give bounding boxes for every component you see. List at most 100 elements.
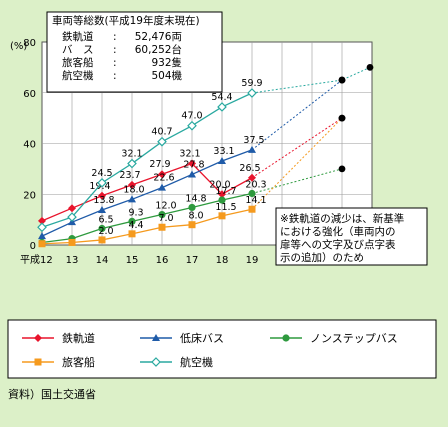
- summary-label: 航空機: [62, 69, 94, 82]
- non-step-bus-point: [248, 189, 256, 198]
- aircraft-data-label: 24.5: [91, 168, 112, 179]
- ship-data-label: 14.1: [245, 195, 266, 206]
- aircraft-point: [217, 102, 227, 112]
- x-tick-label: 18: [216, 255, 229, 266]
- x-tick-label: 13: [66, 255, 79, 266]
- legend-box: [7, 319, 437, 379]
- non-step-bus-point: [218, 196, 226, 204]
- note-text: における強化（車両内の: [280, 225, 396, 238]
- rail-data-label: 27.9: [149, 159, 170, 170]
- non-step-bus-point: [128, 217, 136, 226]
- non-step-bus-data-label: 20.3: [245, 179, 266, 190]
- summary-value: 52,476両: [135, 31, 182, 43]
- rail-point: [98, 191, 106, 200]
- non-step-bus-data-label: 12.0: [155, 201, 176, 212]
- aircraft-target-point: [338, 76, 346, 84]
- y-tick-label: 40: [23, 140, 36, 151]
- ship-data-label: 8.0: [188, 211, 203, 222]
- aircraft-point: [127, 158, 137, 169]
- ship-point: [98, 236, 106, 244]
- low-floor-bus-point: [128, 195, 136, 203]
- ship-point: [128, 230, 136, 238]
- ship-point: [218, 212, 226, 220]
- low-floor-bus-data-label: 27.8: [183, 159, 204, 170]
- ship-target-point: [338, 114, 346, 122]
- rail-point: [128, 180, 136, 189]
- note-text: 扉等への文字及び点字表: [280, 238, 396, 251]
- rail-data-label: 32.1: [179, 149, 200, 160]
- non-step-bus-target-line: [251, 168, 343, 194]
- ship-point: [38, 240, 46, 248]
- low-floor-bus-point: [98, 205, 106, 213]
- x-tick-label: 15: [126, 255, 139, 266]
- rail-data-label: 20.0: [209, 179, 230, 190]
- aircraft-data-label: 54.4: [211, 92, 232, 103]
- x-tick-label: 17: [186, 255, 199, 266]
- legend-label: 鉄軌道: [62, 331, 95, 345]
- aircraft-point: [67, 212, 77, 222]
- ship-data-label: 4.4: [128, 220, 143, 231]
- ship-point: [68, 238, 76, 246]
- low-floor-bus-line: [41, 149, 253, 237]
- summary-sep: :: [113, 44, 117, 56]
- ship-data-label: 11.5: [215, 202, 236, 213]
- legend-label: ノンステップバス: [310, 332, 398, 345]
- summary-value: 504機: [151, 69, 182, 82]
- aircraft-point: [157, 136, 167, 147]
- low-floor-bus-point: [38, 232, 46, 240]
- summary-label: 旅客船: [62, 56, 94, 69]
- aircraft-point: [97, 177, 107, 188]
- non-step-bus-point: [158, 210, 166, 219]
- aircraft-point: [187, 120, 197, 131]
- aircraft-data-label: 47.0: [181, 111, 202, 122]
- rail-target-line: [251, 117, 343, 179]
- ship-target-line: [251, 117, 343, 210]
- legend-marker: [151, 357, 161, 367]
- ship-point: [158, 223, 166, 231]
- aircraft-point: [247, 88, 257, 98]
- low-floor-bus-point: [218, 157, 226, 165]
- y-tick-label: 60: [23, 89, 36, 100]
- aircraft-data-label: 32.1: [121, 149, 142, 160]
- low-floor-bus-point: [188, 170, 196, 178]
- low-floor-bus-point: [158, 183, 166, 191]
- source-note: 資料）国土交通省: [8, 388, 96, 401]
- y-tick-label: 0: [30, 241, 36, 252]
- summary-value: 932隻: [151, 56, 182, 69]
- rail-point: [68, 204, 76, 213]
- low-floor-bus-data-label: 13.8: [93, 195, 114, 206]
- x-tick-label: 平成12: [20, 254, 53, 266]
- legend-label: 航空機: [180, 355, 213, 369]
- summary-sep: :: [113, 57, 117, 69]
- rail-point: [248, 173, 256, 182]
- y-tick-label: 20: [23, 190, 36, 201]
- non-step-bus-data-label: 9.3: [128, 207, 143, 218]
- legend-marker: [282, 334, 290, 342]
- summary-label: 鉄軌道: [62, 30, 94, 43]
- rail-line: [41, 162, 253, 222]
- x-tick-label: 16: [156, 255, 169, 266]
- rail-data-label: 26.5: [239, 163, 260, 174]
- non-step-bus-target-point: [338, 165, 346, 173]
- legend-marker: [34, 334, 42, 342]
- legend-marker: [152, 334, 160, 341]
- ship-data-label: 2.0: [98, 226, 113, 237]
- ship-line: [41, 208, 253, 245]
- summary-value: 60,252台: [135, 43, 182, 56]
- note-text: ※鉄軌道の減少は、新基準: [280, 212, 404, 225]
- low-floor-bus-target-line: [251, 79, 343, 151]
- y-axis-label: (%): [10, 41, 27, 52]
- x-tick-label: 14: [96, 255, 109, 266]
- rail-point: [158, 170, 166, 179]
- aircraft-target-point: [366, 63, 374, 71]
- rail-data-label: 19.4: [89, 181, 110, 192]
- legend-label: 低床バス: [180, 331, 224, 345]
- summary-sep: :: [113, 31, 117, 43]
- non-step-bus-point: [98, 224, 106, 233]
- non-step-bus-line: [41, 192, 253, 244]
- summary-box: [46, 11, 223, 93]
- non-step-bus-data-label: 6.5: [98, 215, 113, 226]
- low-floor-bus-data-label: 22.6: [153, 173, 174, 184]
